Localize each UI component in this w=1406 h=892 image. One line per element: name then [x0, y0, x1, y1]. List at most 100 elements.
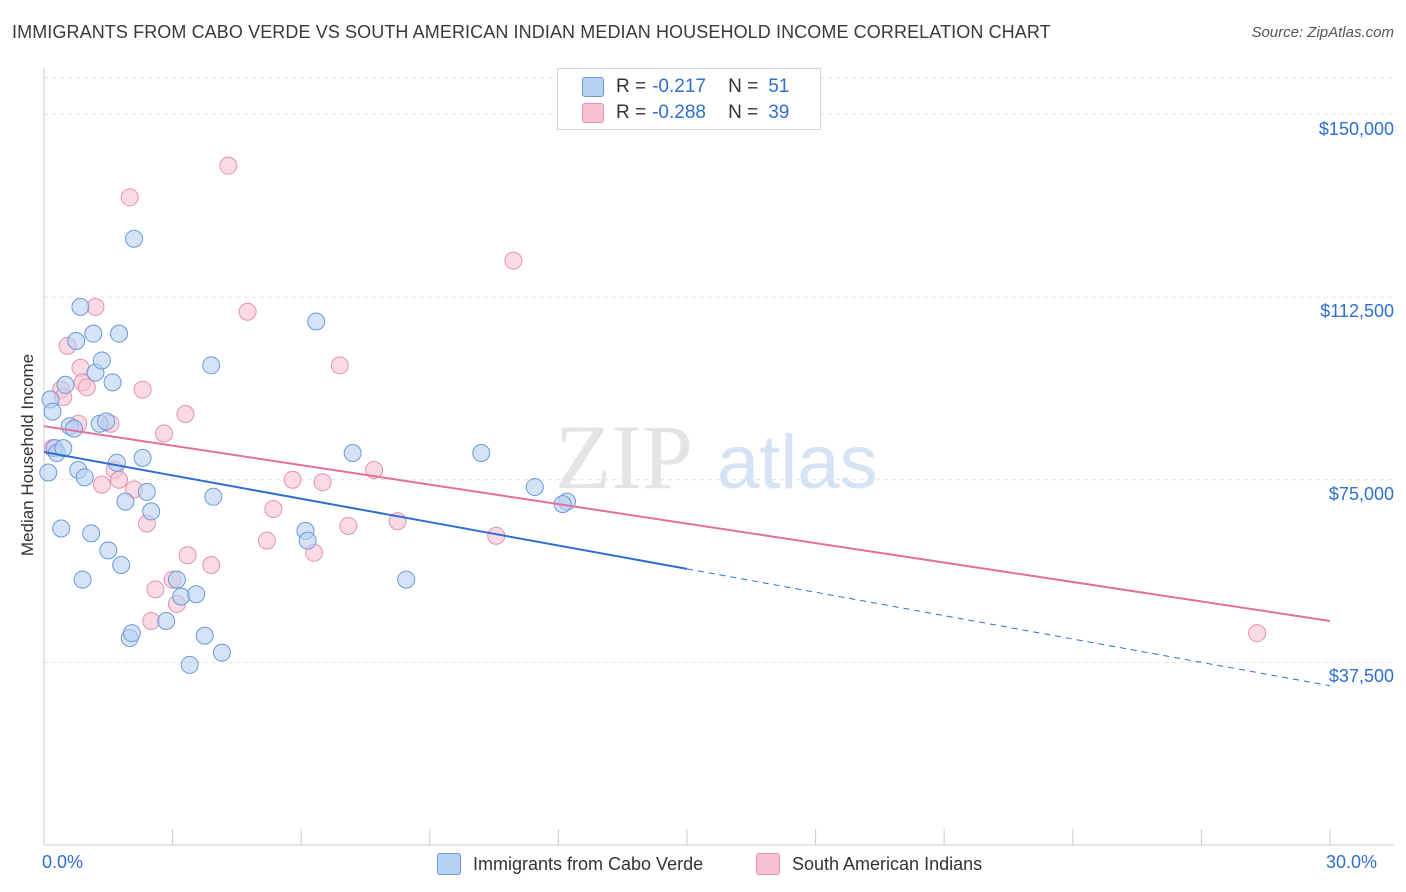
- point-south-american-indians: [330, 356, 349, 375]
- point-cabo-verde: [133, 448, 152, 467]
- point-south-american-indians: [365, 461, 384, 480]
- point-cabo-verde: [52, 519, 71, 538]
- legend-r-label: R =: [616, 102, 647, 123]
- point-south-american-indians: [264, 499, 283, 518]
- point-cabo-verde: [56, 375, 75, 394]
- point-south-american-indians: [155, 424, 174, 443]
- point-south-american-indians: [120, 188, 139, 207]
- point-south-american-indians: [283, 470, 302, 489]
- watermark-atlas: atlas: [717, 420, 878, 505]
- point-south-american-indians: [110, 470, 129, 489]
- point-cabo-verde: [65, 419, 84, 438]
- cabo-verde-points: [39, 229, 576, 674]
- point-cabo-verde: [157, 611, 176, 630]
- point-cabo-verde: [73, 570, 92, 589]
- point-cabo-verde: [343, 443, 362, 462]
- point-cabo-verde: [187, 585, 206, 604]
- point-south-american-indians: [86, 297, 105, 316]
- point-cabo-verde: [54, 439, 73, 458]
- y-tick-label: $112,500: [1320, 301, 1394, 322]
- point-cabo-verde: [75, 468, 94, 487]
- point-cabo-verde: [92, 351, 111, 370]
- point-cabo-verde: [307, 312, 326, 331]
- legend-r-label: R =: [616, 76, 647, 97]
- point-cabo-verde: [71, 297, 90, 316]
- point-cabo-verde: [137, 482, 156, 501]
- axes: [43, 68, 1394, 846]
- point-cabo-verde: [97, 412, 116, 431]
- legend-n-label: N =: [728, 76, 759, 97]
- legend-swatch-blue: [582, 77, 604, 97]
- point-cabo-verde: [107, 453, 126, 472]
- point-south-american-indians: [146, 580, 165, 599]
- point-cabo-verde: [298, 531, 317, 550]
- point-south-american-indians: [176, 405, 195, 424]
- point-cabo-verde: [472, 443, 491, 462]
- point-cabo-verde: [142, 502, 161, 521]
- point-south-american-indians: [1248, 624, 1267, 643]
- bottom-legend-cabo-verde: Immigrants from Cabo Verde: [437, 853, 703, 875]
- point-cabo-verde: [110, 324, 129, 343]
- point-south-american-indians: [339, 517, 358, 536]
- point-cabo-verde: [116, 492, 135, 511]
- point-cabo-verde: [180, 655, 199, 674]
- point-south-american-indians: [238, 302, 257, 321]
- chart-title: IMMIGRANTS FROM CABO VERDE VS SOUTH AMER…: [12, 22, 1051, 42]
- bottom-legend-swatch-pink: [756, 853, 780, 875]
- y-tick-label: $37,500: [1328, 666, 1394, 687]
- point-cabo-verde: [212, 643, 231, 662]
- legend-swatch-pink: [582, 103, 604, 123]
- point-cabo-verde: [99, 541, 118, 560]
- point-cabo-verde: [202, 356, 221, 375]
- point-cabo-verde: [82, 524, 101, 543]
- point-cabo-verde: [204, 487, 223, 506]
- point-cabo-verde: [112, 555, 131, 574]
- point-cabo-verde: [172, 587, 191, 606]
- point-south-american-indians: [257, 531, 276, 550]
- y-axis-label: Median Household Income: [18, 353, 37, 557]
- south-american-indians-points: [43, 156, 1267, 643]
- point-cabo-verde: [84, 324, 103, 343]
- point-south-american-indians: [504, 251, 523, 270]
- bottom-legend-label-cabo-verde: Immigrants from Cabo Verde: [473, 853, 704, 874]
- point-cabo-verde: [525, 478, 544, 497]
- correlation-legend: R = -0.217 N = 51 R = -0.288 N = 39: [557, 68, 821, 130]
- legend-n-value: 51: [768, 76, 790, 97]
- legend-row-south-american-indians: R = -0.288 N = 39: [582, 100, 789, 126]
- point-cabo-verde: [195, 626, 214, 645]
- bottom-legend-swatch-blue: [437, 853, 461, 875]
- trend-line-cabo-verde: [43, 451, 688, 570]
- y-tick-label: $75,000: [1328, 483, 1394, 504]
- watermark-zip: ZIP: [555, 406, 693, 508]
- source-label: Source: ZipAtlas.com: [1251, 24, 1394, 41]
- x-tick-label-max: 30.0%: [1326, 852, 1378, 872]
- legend-r-value: -0.288: [652, 102, 706, 123]
- bottom-legend-south-american-indians: South American Indians: [756, 853, 982, 875]
- point-south-american-indians: [313, 473, 332, 492]
- point-cabo-verde: [103, 373, 122, 392]
- trend-lines: [43, 425, 1331, 687]
- gridlines: [44, 77, 1394, 663]
- point-cabo-verde: [125, 229, 144, 248]
- legend-n-label: N =: [728, 102, 759, 123]
- point-south-american-indians: [219, 156, 238, 175]
- point-south-american-indians: [77, 378, 96, 397]
- point-cabo-verde: [397, 570, 416, 589]
- bottom-legend-label-south-american-indians: South American Indians: [792, 853, 983, 874]
- legend-r-value: -0.217: [652, 76, 706, 97]
- legend-row-cabo-verde: R = -0.217 N = 51: [582, 74, 789, 100]
- point-cabo-verde: [122, 624, 141, 643]
- point-south-american-indians: [142, 611, 161, 630]
- point-cabo-verde: [39, 463, 58, 482]
- watermark: ZIP atlas: [555, 406, 878, 508]
- point-cabo-verde: [67, 331, 86, 350]
- point-south-american-indians: [133, 380, 152, 399]
- point-south-american-indians: [178, 546, 197, 565]
- y-tick-label: $150,000: [1318, 118, 1394, 139]
- x-tick-label-min: 0.0%: [42, 852, 84, 872]
- point-cabo-verde: [167, 570, 186, 589]
- legend-n-value: 39: [768, 102, 790, 123]
- trend-line-south-american-indians: [43, 425, 1331, 622]
- trend-line-cabo-verde-projection: [686, 568, 1331, 687]
